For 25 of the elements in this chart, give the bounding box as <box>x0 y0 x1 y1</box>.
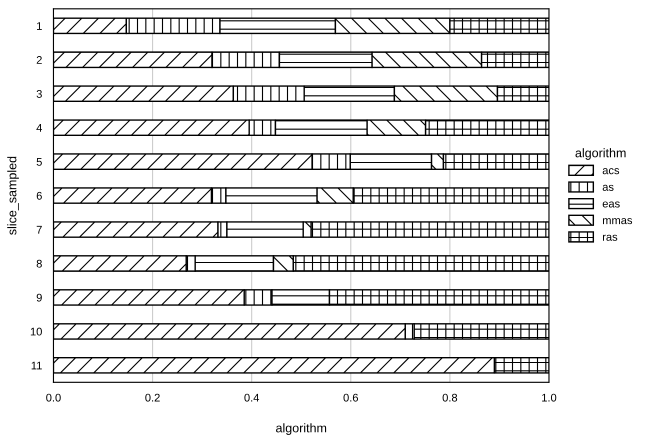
y-tick-label: 11 <box>32 362 42 370</box>
legend-label: ras <box>602 234 618 241</box>
y-tick-label: 5 <box>36 158 42 166</box>
y-tick-label: 2 <box>36 56 42 64</box>
legend-label: acs <box>602 168 620 174</box>
y-tick-label: 9 <box>36 294 42 302</box>
x-tick-label: 0.2 <box>145 394 160 402</box>
x-axis-title: algorithm <box>276 423 326 435</box>
x-tick-label: 0.8 <box>442 394 458 402</box>
y-axis-title: slice_sampled <box>7 156 19 235</box>
x-tick-label: 1.0 <box>542 394 556 402</box>
y-tick-label: 10 <box>30 328 42 336</box>
legend-label: eas <box>602 201 620 208</box>
y-tick-label: 8 <box>36 260 42 268</box>
y-tick-label: 4 <box>36 124 42 132</box>
y-tick-label: 7 <box>36 226 42 234</box>
y-tick-label: 1 <box>37 22 42 30</box>
x-tick-label: 0.0 <box>46 394 61 402</box>
x-tick-label: 0.6 <box>343 394 358 402</box>
y-tick-label: 6 <box>36 192 42 200</box>
legend-label: mmas <box>602 218 632 224</box>
y-tick-label: 3 <box>36 90 42 98</box>
x-tick-label: 0.4 <box>244 394 260 402</box>
legend-label: as <box>602 184 614 191</box>
legend-title: algorithm <box>576 148 626 160</box>
